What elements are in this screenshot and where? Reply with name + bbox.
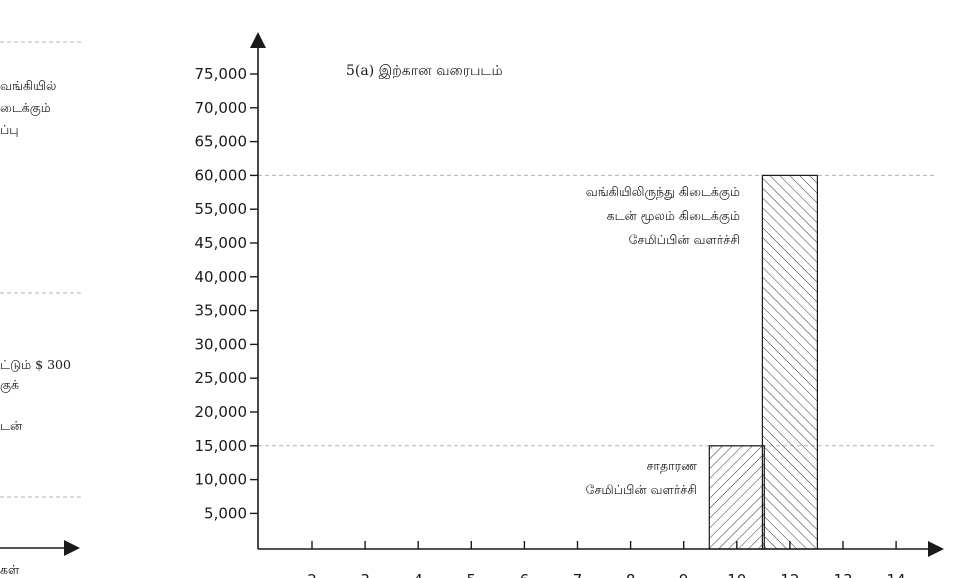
annotation-loan: வங்கியிலிருந்து கிடைக்கும் கடன் மூலம் கி…: [586, 184, 740, 247]
y-tick-label: 30,000: [195, 335, 248, 353]
y-tick-label: 10,000: [195, 471, 248, 489]
bar-12: [761, 174, 819, 550]
x-tick-label: 7: [573, 571, 583, 578]
side-text-2a: ட்டும் $ 300: [0, 357, 71, 372]
x-tick-label: 14: [887, 571, 906, 578]
x-axis-ticks: 2 3 4 5 6 7 8 9 10 12 13 14: [307, 541, 906, 578]
side-panel: வங்கியில் டைக்கும் ப்பு ட்டும் $ 300 குக…: [0, 41, 82, 577]
annotation-loan-line-3: சேமிப்பின் வளர்ச்சி: [629, 232, 741, 247]
y-tick-label: 55,000: [195, 200, 248, 218]
bar-12-fill: [762, 175, 818, 549]
annotation-normal-line-1: சாதாரண: [647, 458, 699, 473]
x-tick-label: 2: [307, 571, 317, 578]
side-text-2b: குக்: [0, 377, 19, 393]
y-tick-label: 35,000: [195, 302, 248, 320]
reference-lines: [258, 174, 936, 447]
side-text-1c: ப்பு: [0, 122, 19, 137]
y-tick-label: 75,000: [195, 65, 248, 83]
side-text-1b: டைக்கும்: [0, 100, 51, 116]
y-tick-label: 40,000: [195, 268, 248, 286]
annotation-normal-line-2: சேமிப்பின் வளர்ச்சி: [586, 482, 698, 497]
y-tick-label: 5,000: [204, 504, 247, 522]
x-tick-label: 9: [679, 571, 689, 578]
x-tick-label: 5: [467, 571, 477, 578]
annotation-normal: சாதாரண சேமிப்பின் வளர்ச்சி: [586, 458, 698, 497]
y-tick-label: 60,000: [195, 166, 248, 184]
y-tick-label: 45,000: [195, 234, 248, 252]
x-tick-label: 3: [360, 571, 370, 578]
y-tick-label: 15,000: [195, 437, 248, 455]
y-tick-label: 70,000: [195, 99, 248, 117]
side-text-2c: டன்: [0, 418, 23, 433]
x-tick-label: 13: [833, 571, 852, 578]
side-text-3: கள்: [0, 562, 20, 577]
bars: [708, 174, 819, 550]
x-tick-label: 12: [780, 571, 799, 578]
x-tick-label: 8: [626, 571, 636, 578]
y-tick-label: 25,000: [195, 369, 248, 387]
y-tick-label: 65,000: [195, 133, 248, 151]
annotation-loan-line-1: வங்கியிலிருந்து கிடைக்கும்: [586, 184, 740, 200]
x-tick-label: 4: [413, 571, 423, 578]
annotation-loan-line-2: கடன் மூலம் கிடைக்கும்: [607, 208, 740, 224]
y-tick-label: 20,000: [195, 403, 248, 421]
side-text-1a: வங்கியில்: [0, 78, 57, 93]
y-axis-ticks: 5,000 10,000 15,000 20,000 25,000 30,000 35,00…: [195, 65, 258, 522]
bar-10-fill: [709, 445, 765, 549]
x-tick-label: 6: [520, 571, 530, 578]
chart-title: 5(a) இற்கான வரைபடம்: [346, 63, 503, 79]
x-tick-label: 10: [727, 571, 746, 578]
